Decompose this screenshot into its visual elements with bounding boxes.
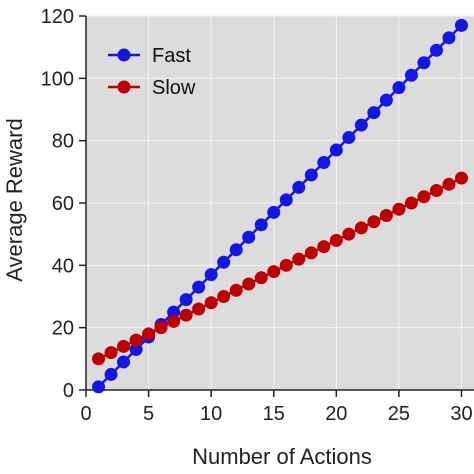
y-tick-label: 80 [52,131,74,153]
data-point-slow [454,171,468,185]
data-point-slow [267,265,281,279]
legend-label-fast: Fast [152,45,191,67]
y-tick-label: 40 [52,255,74,277]
data-point-slow [142,327,156,341]
x-tick-label: 20 [325,403,347,425]
data-point-fast [117,355,131,369]
series [92,18,468,394]
data-point-slow [254,271,268,285]
data-point-fast [367,106,381,120]
data-point-fast [267,205,281,219]
x-tick-label: 30 [450,403,472,425]
data-point-slow [192,302,206,316]
data-point-slow [379,208,393,222]
data-point-fast [217,255,231,269]
data-point-fast [317,155,331,169]
data-point-slow [354,221,368,235]
data-point-slow [154,321,168,335]
data-point-fast [379,93,393,107]
data-point-slow [429,184,443,198]
data-point-slow [442,177,456,191]
x-tick-label: 5 [143,403,154,425]
x-tick-label: 10 [200,403,222,425]
data-point-slow [204,296,218,310]
x-ticks: 0 5 10 15 20 25 30 [80,390,473,425]
data-point-slow [179,308,193,322]
data-point-fast [242,230,256,244]
data-point-slow [367,215,381,229]
data-point-fast [104,367,118,381]
data-point-slow [304,246,318,260]
data-point-fast [129,342,143,356]
data-point-slow [404,196,418,210]
data-point-fast [342,131,356,145]
legend-marker-slow [117,80,131,94]
y-tick-label: 0 [63,380,74,402]
data-point-fast [304,168,318,182]
data-point-fast [454,18,468,32]
data-point-fast [417,56,431,70]
data-point-slow [292,252,306,266]
data-point-slow [279,258,293,272]
y-ticks: 0 20 40 60 80 100 120 [41,6,86,402]
y-tick-label: 120 [41,6,74,28]
data-point-slow [229,283,243,297]
data-point-fast [92,380,106,394]
y-axis-label: Average Reward [2,118,27,281]
data-point-fast [292,180,306,194]
y-tick-label: 100 [41,68,74,90]
data-point-slow [317,240,331,254]
legend-marker-fast [117,48,131,62]
data-point-fast [354,118,368,132]
y-tick-label: 60 [52,193,74,215]
x-tick-label: 0 [80,403,91,425]
data-point-slow [92,352,106,366]
data-point-fast [192,280,206,294]
data-point-slow [242,277,256,291]
data-point-fast [279,193,293,207]
data-point-slow [167,314,181,328]
data-point-fast [204,268,218,282]
data-point-fast [254,218,268,232]
data-point-fast [229,243,243,257]
data-point-fast [179,293,193,307]
data-point-slow [392,202,406,216]
data-point-fast [442,31,456,45]
data-point-slow [104,346,118,360]
data-point-fast [392,81,406,95]
legend: Fast Slow [108,45,196,99]
data-point-slow [417,190,431,204]
data-point-fast [404,68,418,82]
x-tick-label: 25 [388,403,410,425]
x-axis-label: Number of Actions [192,444,372,469]
data-point-slow [342,227,356,241]
data-point-slow [329,233,343,247]
data-point-fast [429,43,443,57]
data-point-slow [217,290,231,303]
data-point-slow [129,333,143,347]
data-point-slow [117,339,131,353]
data-point-fast [329,143,343,157]
x-tick-label: 15 [263,403,285,425]
y-tick-label: 20 [52,318,74,340]
data-point-fast [167,305,181,319]
legend-label-slow: Slow [152,77,196,99]
